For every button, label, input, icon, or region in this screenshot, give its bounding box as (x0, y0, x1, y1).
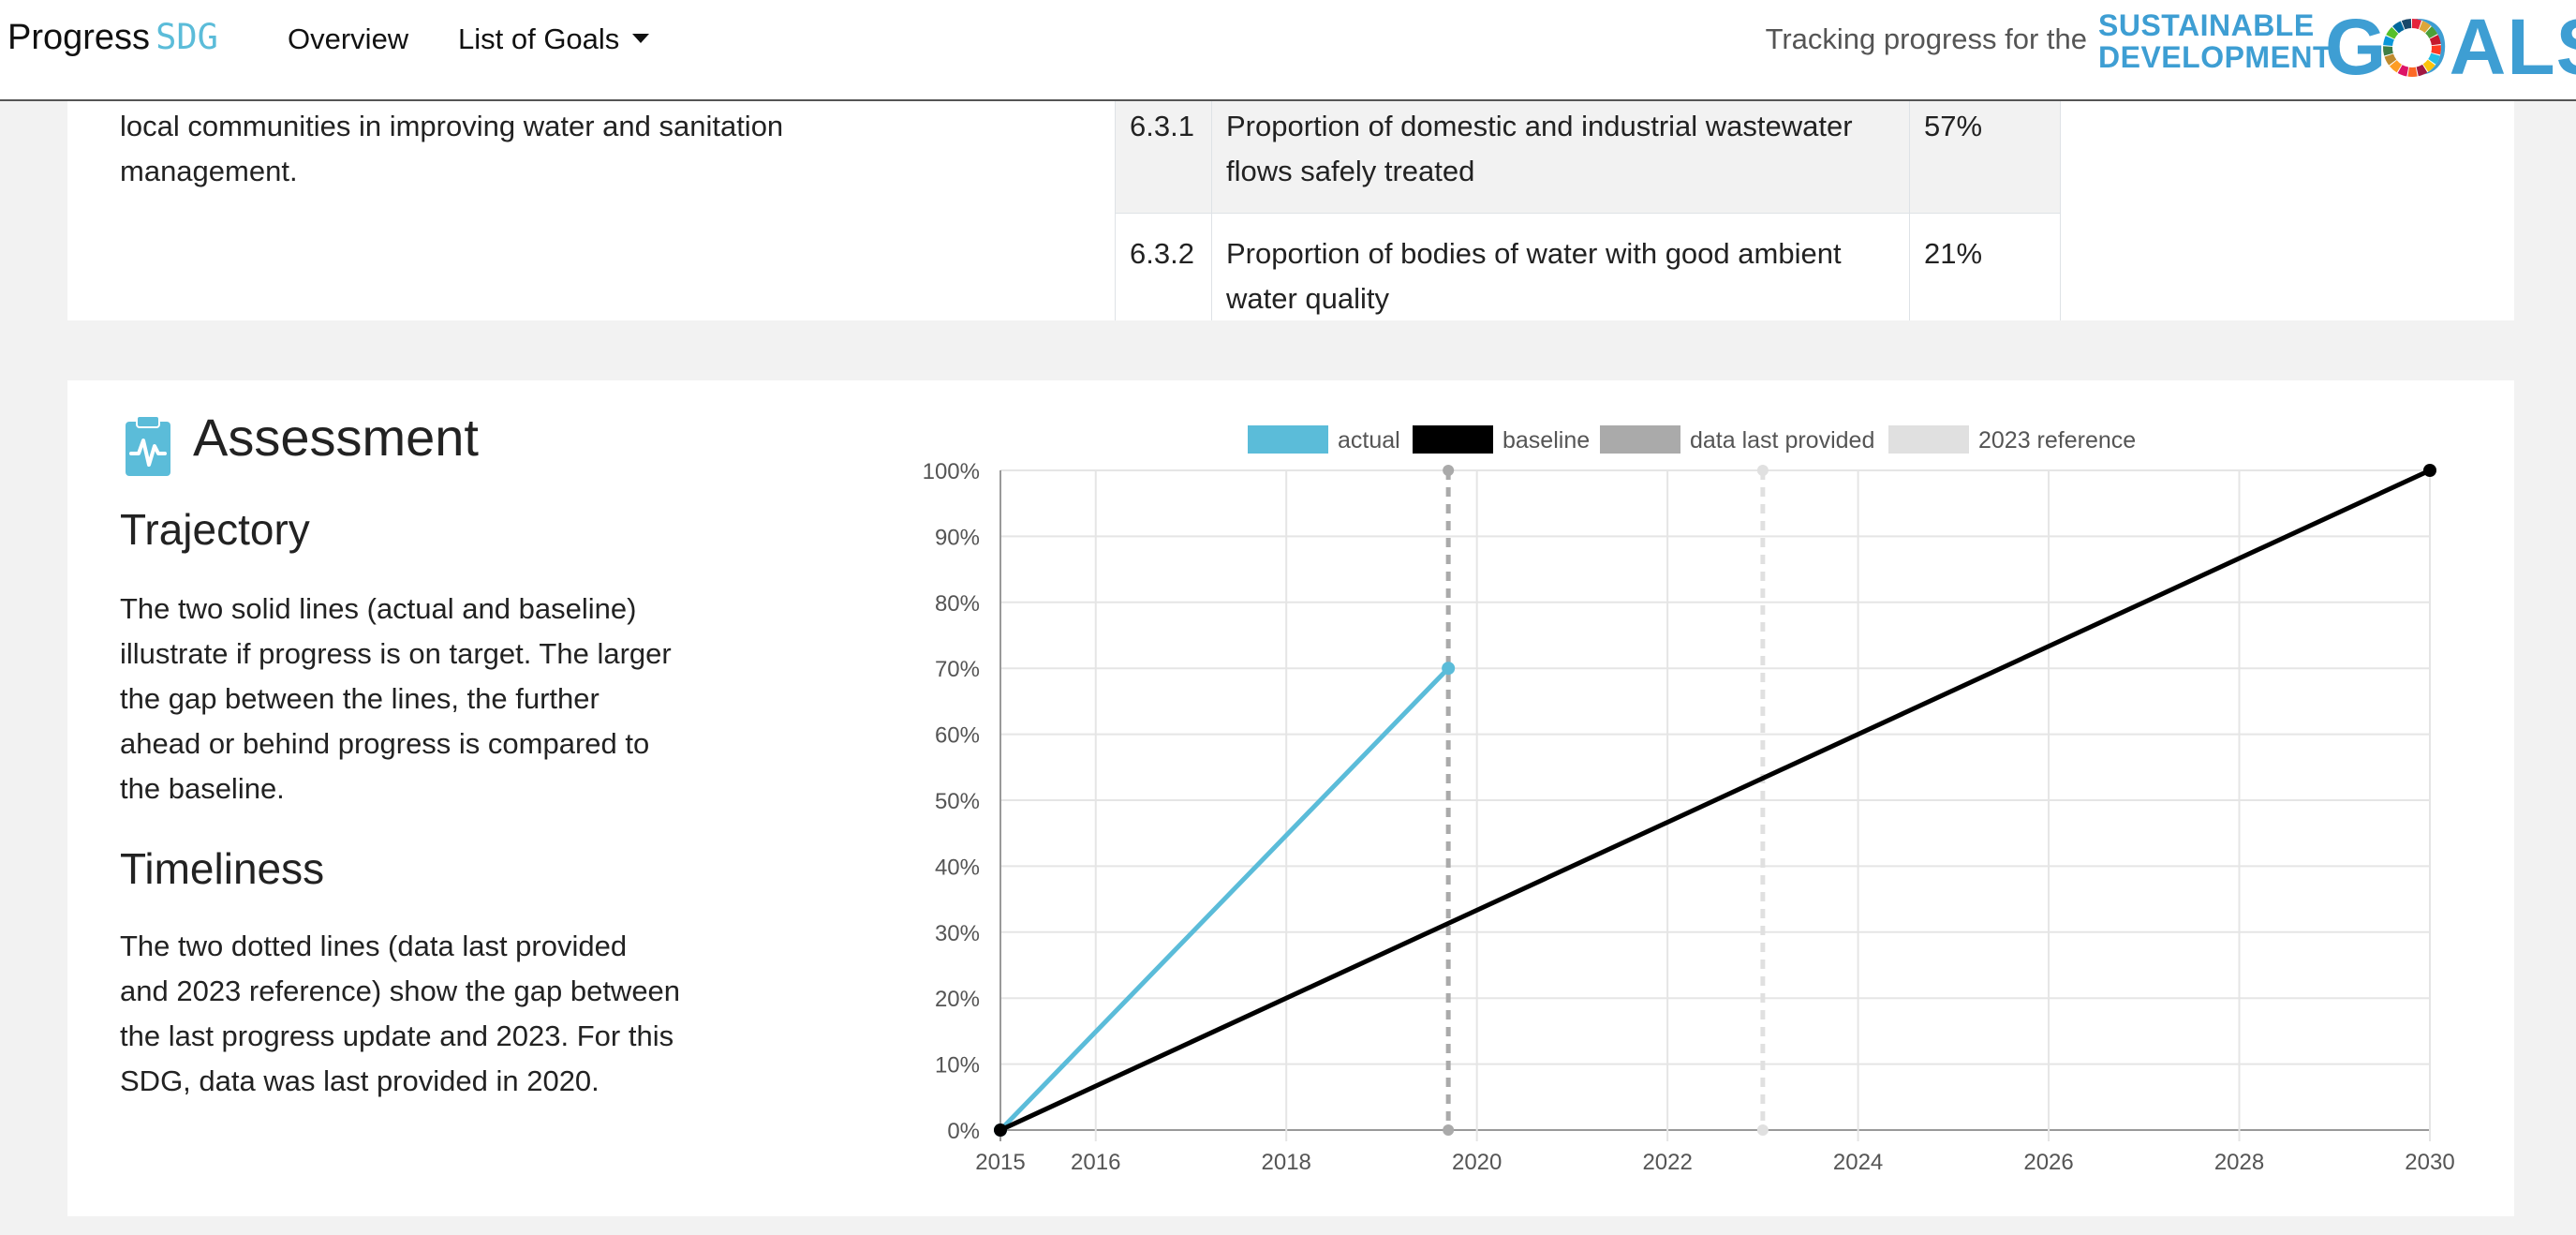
legend-label: 2023 reference (1978, 427, 2136, 454)
table-row: 6.3.1 Proportion of domestic and industr… (1115, 99, 2061, 214)
vline-point (1756, 1124, 1769, 1136)
x-tick-label: 2024 (1833, 1150, 1883, 1175)
goal-overview-card: local communities in improving water and… (67, 99, 2514, 320)
brand-accent: SDG (155, 17, 218, 57)
assessment-title: Assessment (193, 408, 479, 467)
y-tick-label: 90% (935, 525, 980, 550)
x-tick-label: 2026 (2023, 1150, 2073, 1175)
intro-text: local communities in improving water and… (120, 99, 907, 194)
x-tick-label: 2018 (1262, 1150, 1311, 1175)
legend-label: actual (1338, 427, 1400, 454)
assessment-card: Assessment Trajectory The two solid line… (67, 380, 2514, 1216)
indicator-value: 21% (1909, 213, 2061, 320)
timeliness-text: The two dotted lines (data last provided… (120, 930, 681, 1097)
y-tick-label: 60% (935, 723, 980, 749)
indicator-table: 6.3.1 Proportion of domestic and industr… (1115, 99, 2061, 320)
series-line-actual (999, 666, 1450, 1132)
logo-goals: GOALS (2325, 3, 2576, 91)
vline-point (1443, 465, 1455, 476)
data-point-actual (1442, 662, 1456, 676)
legend-label: baseline (1503, 427, 1590, 454)
intro-line-2: management. (120, 155, 298, 187)
y-tick-label: 0% (947, 1119, 980, 1144)
x-tick-label: 2022 (1642, 1150, 1692, 1175)
legend-swatch (1888, 425, 1969, 454)
series-line-baseline (999, 468, 2432, 1133)
indicator-value: 57% (1909, 99, 2061, 214)
y-tick-label: 80% (935, 591, 980, 617)
indicator-name: Proportion of bodies of water with good … (1211, 213, 1910, 320)
vline-point (1756, 465, 1769, 476)
y-tick-label: 10% (935, 1053, 980, 1079)
x-tick-label: 2028 (2214, 1150, 2264, 1175)
y-tick-label: 30% (935, 921, 980, 946)
trajectory-text: The two solid lines (actual and baseline… (120, 592, 672, 805)
x-tick-label: 2030 (2405, 1150, 2454, 1175)
tracking-text: Tracking progress for the (1765, 22, 2087, 55)
legend-swatch (1600, 425, 1680, 454)
nav-list-of-goals-label: List of Goals (458, 22, 620, 55)
logo-line-development: DEVELOPMENT (2098, 40, 2332, 74)
timeliness-heading: Timeliness (120, 844, 325, 893)
brand-main: Progress (7, 18, 151, 57)
data-point-baseline (2423, 464, 2436, 477)
y-tick-label: 70% (935, 657, 980, 682)
sdg-logo[interactable]: SUSTAINABLE DEVELOPMENT GOALS (2098, 3, 2576, 91)
legend-swatch (1413, 425, 1493, 454)
y-tick-label: 20% (935, 987, 980, 1012)
legend-label: data last provided (1690, 427, 1874, 454)
nav-list-of-goals[interactable]: List of Goals (458, 22, 650, 56)
trajectory-heading: Trajectory (120, 505, 310, 554)
x-tick-label: 2015 (975, 1150, 1025, 1175)
y-tick-label: 50% (935, 789, 980, 814)
indicator-code: 6.3.1 (1115, 99, 1212, 214)
vline-point (1443, 1124, 1455, 1136)
intro-line: local communities in improving water and… (120, 110, 784, 142)
x-tick-label: 2016 (1071, 1150, 1120, 1175)
sdg-wheel-icon (2383, 19, 2441, 77)
logo-line-sustainable: SUSTAINABLE (2098, 8, 2315, 42)
x-tick-label: 2020 (1452, 1150, 1502, 1175)
progress-chart: 0% 10% 20% 30% 40% 50% 60% 70% 80% 90% 100% 2015 201… (923, 425, 2455, 1175)
caret-down-icon (632, 33, 650, 43)
brand-logo[interactable]: Progress SDG (7, 17, 218, 58)
y-tick-label: 40% (935, 855, 980, 880)
clipboard-pulse-icon (126, 415, 170, 476)
indicator-name: Proportion of domestic and industrial wa… (1211, 99, 1910, 214)
y-tick-label: 100% (923, 459, 980, 484)
data-point-baseline (994, 1123, 1007, 1137)
navbar: Progress SDG Overview List of Goals Track… (0, 0, 2576, 101)
indicator-code: 6.3.2 (1115, 213, 1212, 320)
legend-swatch (1248, 425, 1328, 454)
nav-overview[interactable]: Overview (288, 22, 409, 55)
table-row: 6.3.2 Proportion of bodies of water with… (1115, 213, 2061, 320)
